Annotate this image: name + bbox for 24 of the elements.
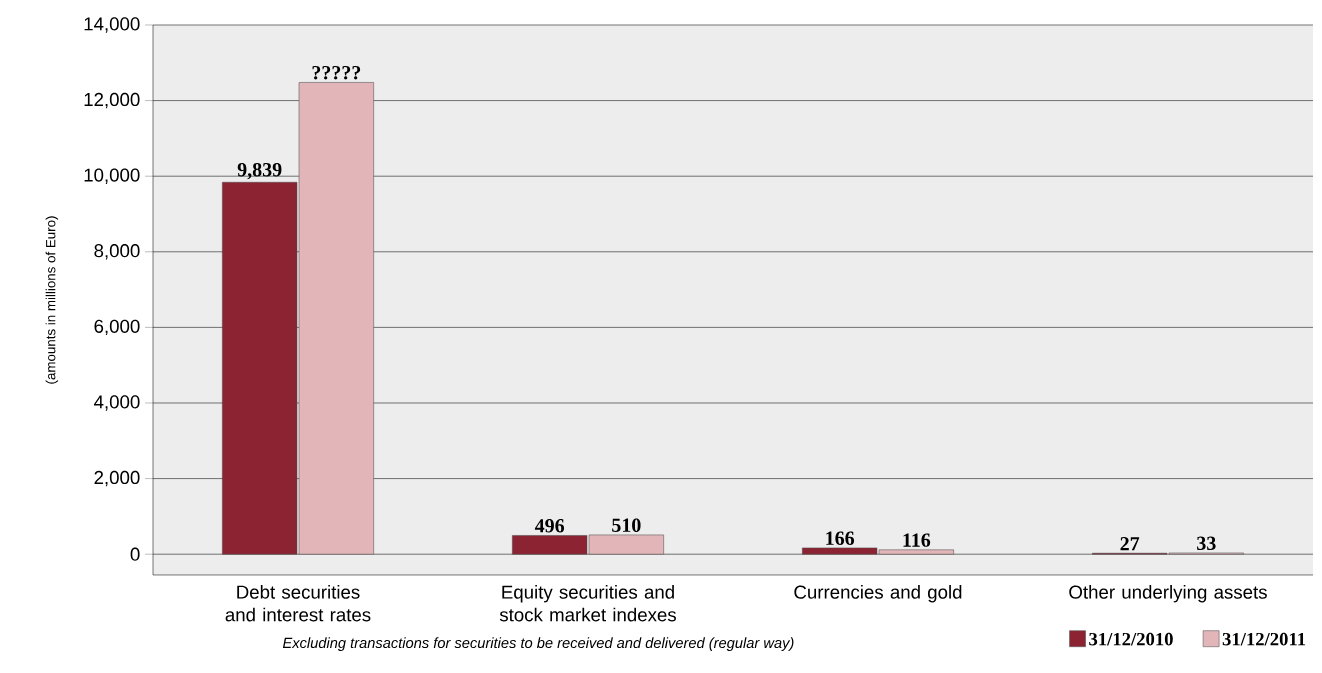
- x-tick-label: Equity securities and stock market indexes: [499, 585, 676, 622]
- data-label: 33: [1197, 536, 1216, 551]
- y-tick-label: 2,000: [94, 470, 140, 487]
- y-tick-label: 0: [130, 547, 140, 561]
- data-label: 9,839: [237, 162, 282, 180]
- y-tick-label: 10,000: [84, 168, 140, 184]
- data-label: 116: [903, 533, 931, 547]
- x-tick-label: Debt securities and interest rates: [225, 585, 371, 622]
- legend-label: 31/12/2010: [1089, 632, 1173, 646]
- x-tick-label: Other underlying assets: [1069, 585, 1267, 603]
- x-tick-label: Currencies and gold: [794, 585, 962, 603]
- data-label: 510: [612, 518, 641, 532]
- data-label: 27: [1120, 537, 1140, 551]
- y-tick-label: 8,000: [94, 244, 140, 260]
- legend-label: 31/12/2011: [1222, 632, 1306, 646]
- data-label: ?????: [312, 65, 361, 80]
- y-axis-title: (amounts in millions of Euro): [45, 216, 59, 384]
- y-tick-label: 14,000: [84, 17, 140, 33]
- y-tick-label: 12,000: [84, 92, 140, 109]
- text: Excluding transactions for securities to be received and delivered (regular way): [282, 637, 794, 651]
- y-tick-label: 6,000: [94, 319, 140, 336]
- data-label: 496: [534, 519, 565, 533]
- y-tick-label: 4,000: [94, 395, 140, 411]
- data-label: 166: [826, 531, 855, 545]
